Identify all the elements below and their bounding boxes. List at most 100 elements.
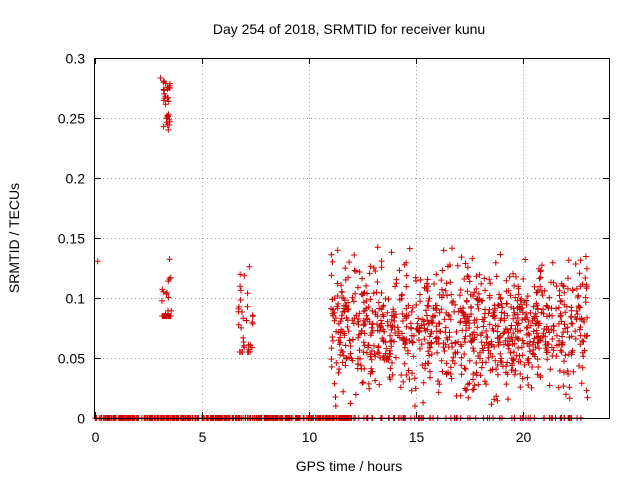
data-point	[380, 338, 387, 345]
data-point	[556, 367, 563, 374]
data-point	[528, 384, 535, 391]
data-point	[446, 334, 453, 340]
data-point	[458, 354, 465, 361]
data-point	[357, 355, 363, 362]
data-point	[486, 321, 493, 328]
data-point	[376, 350, 382, 357]
data-point	[347, 400, 354, 407]
data-point	[482, 359, 489, 366]
data-point	[378, 290, 385, 296]
data-point	[413, 277, 419, 284]
data-point	[583, 253, 589, 260]
data-point	[387, 365, 394, 372]
data-point	[409, 304, 416, 311]
data-point	[380, 313, 387, 320]
data-point	[435, 389, 442, 396]
data-point	[370, 265, 377, 271]
data-point	[390, 306, 397, 313]
data-point	[534, 306, 541, 313]
data-point	[239, 349, 246, 355]
data-point	[461, 335, 468, 342]
data-point	[344, 306, 351, 313]
data-point	[568, 320, 575, 327]
data-point	[558, 297, 565, 304]
data-point	[328, 356, 335, 363]
x-axis-title: GPS time / hours	[296, 458, 403, 474]
data-point	[366, 270, 373, 277]
data-point	[372, 268, 379, 274]
data-point	[477, 372, 484, 379]
data-point	[340, 352, 347, 359]
data-point	[329, 258, 336, 265]
data-point	[560, 383, 567, 390]
data-point	[493, 393, 500, 400]
data-point	[467, 291, 474, 298]
data-point	[473, 273, 480, 280]
data-point	[534, 289, 541, 296]
data-point	[530, 339, 537, 346]
data-point	[492, 259, 499, 266]
data-point	[160, 79, 167, 86]
data-point	[515, 285, 522, 292]
data-point	[566, 395, 573, 402]
data-point	[471, 382, 478, 389]
data-point	[573, 285, 580, 292]
data-point	[408, 308, 415, 315]
data-point	[510, 330, 517, 336]
data-point	[366, 318, 373, 325]
data-point	[510, 315, 517, 322]
data-point	[491, 396, 498, 403]
y-tick-label: 0.15	[58, 231, 85, 247]
data-point	[367, 332, 374, 339]
data-point	[415, 315, 422, 322]
data-point	[535, 333, 542, 340]
data-point	[94, 258, 101, 265]
data-point	[237, 287, 244, 294]
data-point	[569, 320, 576, 327]
data-point	[418, 341, 425, 348]
data-point	[395, 328, 402, 335]
data-point	[481, 318, 487, 325]
data-point	[377, 354, 384, 361]
data-point	[505, 345, 512, 352]
data-point	[425, 320, 432, 327]
data-point	[532, 353, 538, 360]
data-point	[524, 324, 531, 331]
data-point	[513, 319, 520, 326]
data-point	[403, 323, 410, 330]
data-point	[398, 292, 405, 299]
data-point	[339, 308, 346, 315]
data-point	[167, 274, 174, 281]
data-point	[579, 337, 586, 344]
data-point	[406, 376, 413, 383]
data-point	[496, 291, 503, 298]
data-point	[356, 331, 363, 338]
data-point	[365, 380, 372, 387]
data-point	[466, 278, 473, 285]
data-point	[243, 317, 250, 324]
data-point	[513, 352, 520, 359]
data-point	[508, 367, 515, 374]
data-point	[406, 337, 413, 344]
data-point	[378, 306, 385, 313]
data-point	[563, 391, 569, 398]
data-point	[543, 323, 550, 330]
data-point	[360, 379, 367, 386]
data-point	[533, 300, 540, 307]
data-point	[533, 289, 540, 296]
data-point	[457, 287, 464, 293]
data-point	[440, 247, 447, 254]
data-point	[374, 244, 381, 251]
data-point	[378, 323, 385, 330]
data-point	[510, 270, 517, 277]
data-point	[579, 349, 586, 356]
data-point	[416, 327, 423, 334]
data-point	[464, 264, 471, 271]
data-point	[165, 98, 172, 105]
data-point	[481, 275, 488, 282]
data-point	[470, 386, 477, 393]
data-point	[413, 302, 420, 308]
data-point	[340, 295, 347, 301]
data-point	[370, 290, 377, 297]
data-point	[539, 292, 546, 299]
